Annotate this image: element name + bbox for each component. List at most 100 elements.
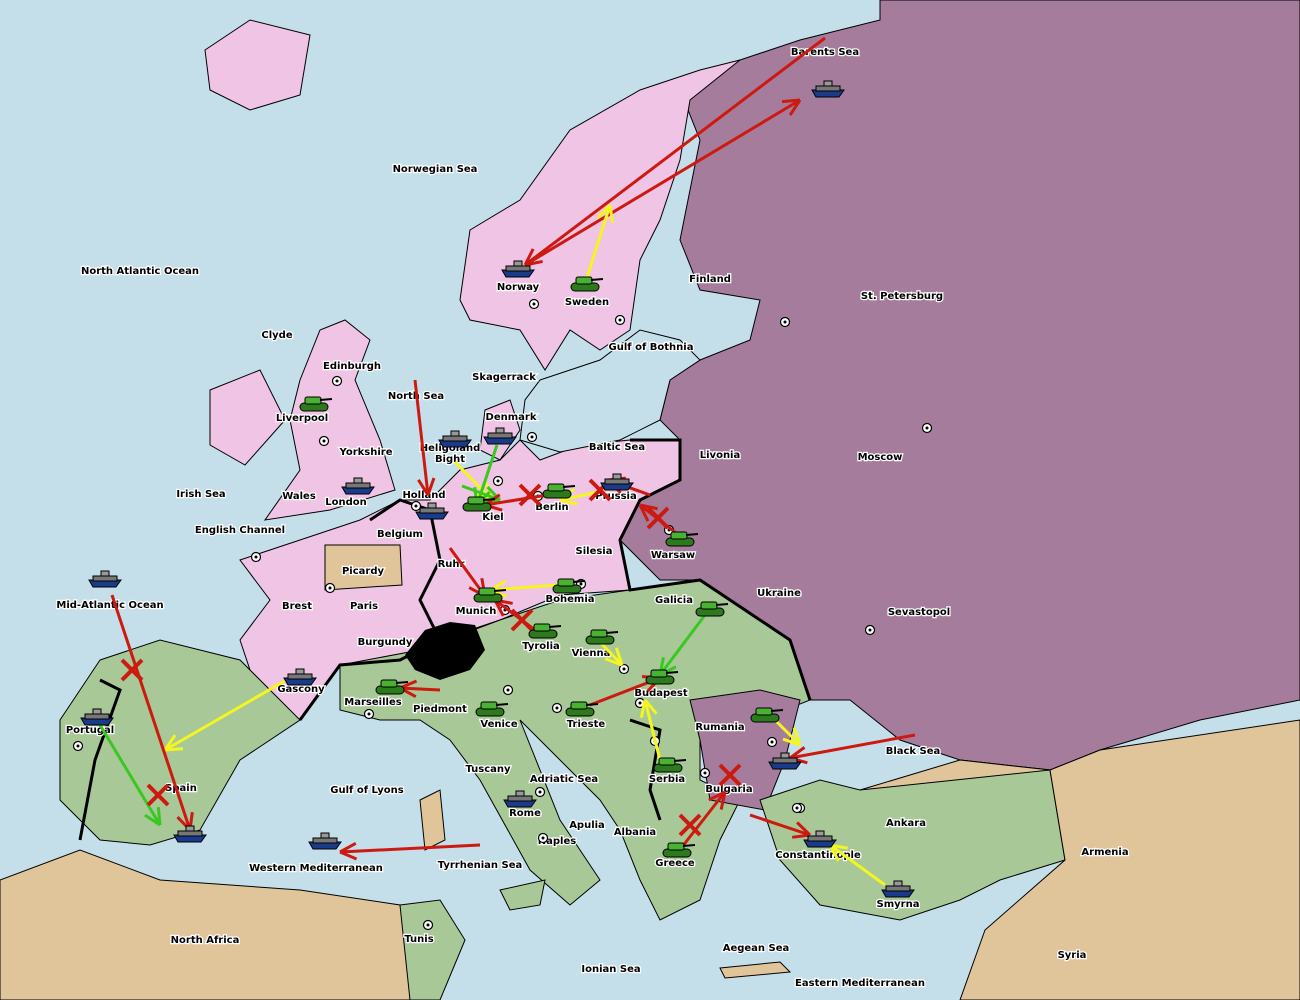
label-vienna: Vienna <box>572 648 611 659</box>
fleet-ship-icon[interactable] <box>283 668 317 686</box>
label-apulia: Apulia <box>569 820 605 831</box>
label-irish-sea: Irish Sea <box>176 489 225 500</box>
order-support-arrow <box>164 673 296 752</box>
fleet-ship-icon[interactable] <box>341 477 375 495</box>
picardy-territory[interactable] <box>324 544 403 591</box>
label-gulf-bothnia: Gulf of Bothnia <box>609 342 694 353</box>
label-syria: Syria <box>1058 950 1087 961</box>
army-tank-icon[interactable] <box>528 623 562 639</box>
failed-order-x-icon <box>120 658 144 682</box>
sardinia-island <box>419 789 446 851</box>
iceland-territory <box>204 19 311 111</box>
label-denmark: Denmark <box>486 412 537 423</box>
label-bulgaria: Bulgaria <box>705 784 752 795</box>
army-tank-icon[interactable] <box>585 629 619 645</box>
army-tank-icon[interactable] <box>565 701 599 717</box>
fleet-ship-icon[interactable] <box>768 752 802 770</box>
label-piedmont: Piedmont <box>413 704 467 715</box>
middle-east-territory[interactable] <box>859 719 1300 1000</box>
fleet-ship-icon[interactable] <box>803 830 837 848</box>
label-tuscany: Tuscany <box>465 764 511 775</box>
label-ukraine: Ukraine <box>757 588 801 599</box>
order-move-arrow <box>110 594 192 831</box>
tunis-territory[interactable] <box>399 899 466 1000</box>
label-sweden: Sweden <box>565 297 609 308</box>
order-support-arrow <box>489 583 559 592</box>
army-tank-icon[interactable] <box>665 531 699 547</box>
order-support-arrow <box>643 699 662 761</box>
label-rumania: Rumania <box>695 722 744 733</box>
order-move-arrow <box>413 379 430 496</box>
label-marseilles: Marseilles <box>344 697 401 708</box>
army-tank-icon[interactable] <box>645 669 679 685</box>
label-serbia: Serbia <box>649 774 685 785</box>
fleet-ship-icon[interactable] <box>503 790 537 808</box>
label-tyrolia: Tyrolia <box>522 641 560 652</box>
label-norway: Norway <box>497 282 540 293</box>
army-tank-icon[interactable] <box>475 701 509 717</box>
label-sevastopol: Sevastopol <box>888 607 950 618</box>
label-galicia: Galicia <box>655 595 693 606</box>
label-english-channel: English Channel <box>195 525 285 536</box>
army-tank-icon[interactable] <box>662 842 696 858</box>
army-tank-icon[interactable] <box>653 757 687 773</box>
order-move-arrow <box>524 36 826 267</box>
label-warsaw: Warsaw <box>651 550 695 561</box>
label-ionian: Ionian Sea <box>581 964 640 975</box>
label-tyrrhenian: Tyrrhenian Sea <box>438 860 523 871</box>
label-berlin: Berlin <box>535 502 568 513</box>
label-edinburgh: Edinburgh <box>323 361 381 372</box>
fleet-ship-icon[interactable] <box>88 570 122 588</box>
north-africa-territory[interactable] <box>0 849 421 1000</box>
army-tank-icon[interactable] <box>695 601 729 617</box>
label-burgundy: Burgundy <box>358 637 413 648</box>
army-tank-icon[interactable] <box>462 496 496 512</box>
crete-island <box>719 961 792 979</box>
fleet-ship-icon[interactable] <box>173 825 207 843</box>
label-brest: Brest <box>282 601 312 612</box>
army-tank-icon[interactable] <box>375 679 409 695</box>
failed-order-x-icon <box>146 783 170 807</box>
label-holland: Holland <box>402 490 445 501</box>
fleet-ship-icon[interactable] <box>811 80 845 98</box>
army-tank-icon[interactable] <box>750 707 784 723</box>
label-mid-atlantic: Mid-Atlantic Ocean <box>56 600 163 611</box>
label-north-africa: North Africa <box>171 935 240 946</box>
label-munich: Munich <box>456 606 497 617</box>
power-border <box>618 438 812 701</box>
label-western-med: Western Mediterranean <box>249 863 383 874</box>
fleet-ship-icon[interactable] <box>881 880 915 898</box>
order-move-arrow <box>399 686 441 692</box>
label-ankara: Ankara <box>886 818 926 829</box>
label-tunis: Tunis <box>404 934 433 945</box>
army-tank-icon[interactable] <box>542 483 576 499</box>
ireland-territory[interactable] <box>209 369 286 466</box>
army-tank-icon[interactable] <box>473 587 507 603</box>
label-baltic-sea: Baltic Sea <box>589 442 645 453</box>
label-skagerrack: Skagerrack <box>472 372 536 383</box>
fleet-ship-icon[interactable] <box>501 260 535 278</box>
failed-order-x-icon <box>646 506 670 530</box>
fleet-ship-icon[interactable] <box>415 502 449 520</box>
fleet-ship-icon[interactable] <box>308 832 342 850</box>
baltic-sea-area[interactable] <box>519 329 701 453</box>
order-support-arrow <box>581 204 612 291</box>
label-armenia: Armenia <box>1081 847 1128 858</box>
fleet-ship-icon[interactable] <box>80 708 114 726</box>
label-livonia: Livonia <box>700 450 740 461</box>
fleet-ship-icon[interactable] <box>483 427 517 445</box>
label-london: London <box>325 497 367 508</box>
army-tank-icon[interactable] <box>570 276 604 292</box>
fleet-ship-icon[interactable] <box>438 430 472 448</box>
label-trieste: Trieste <box>567 719 606 730</box>
army-tank-icon[interactable] <box>299 396 333 412</box>
power-border <box>298 498 443 721</box>
army-tank-icon[interactable] <box>552 578 586 594</box>
units <box>80 80 915 898</box>
fleet-ship-icon[interactable] <box>600 473 634 491</box>
failed-order-x-icon <box>718 763 742 787</box>
britain-territory[interactable] <box>263 319 396 521</box>
label-adriatic: Adriatic Sea <box>530 774 598 785</box>
